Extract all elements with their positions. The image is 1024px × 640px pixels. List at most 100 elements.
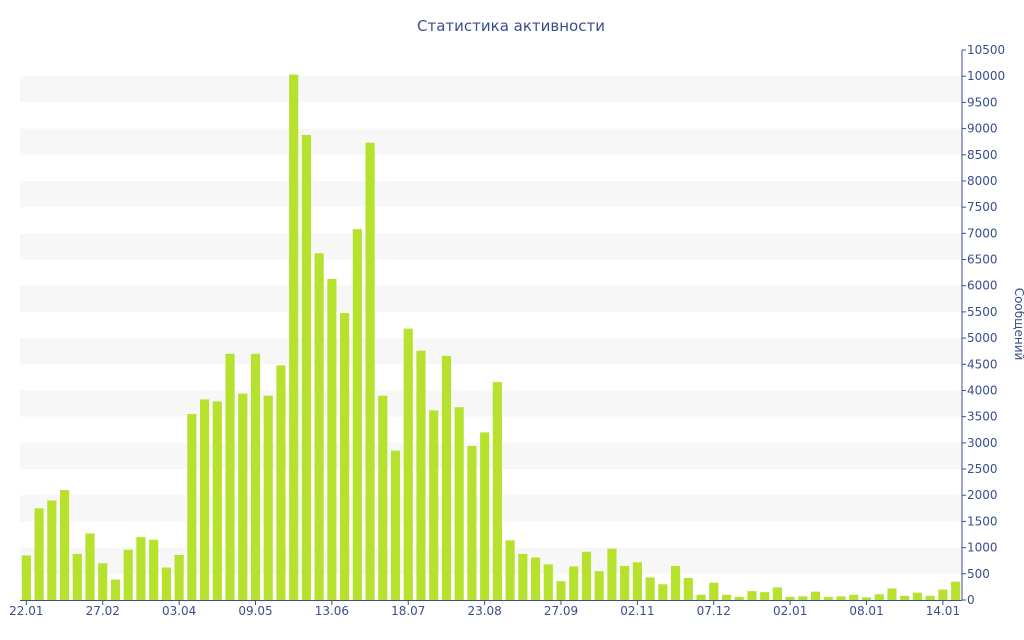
grid-band [20,547,962,574]
bar[interactable] [760,592,770,600]
bar[interactable] [887,588,897,600]
bar[interactable] [378,395,388,600]
bar[interactable] [530,557,541,600]
bar[interactable] [98,563,108,600]
bar[interactable] [390,450,401,600]
bar[interactable] [721,594,732,600]
grid-band [20,180,962,208]
grid-band [20,76,962,103]
bar[interactable] [696,594,706,600]
bar[interactable] [900,595,910,600]
bar[interactable] [823,596,833,600]
bar[interactable] [454,407,464,600]
bar[interactable] [607,548,617,600]
bar[interactable] [747,591,757,600]
bar[interactable] [187,414,197,600]
bar[interactable] [951,581,961,600]
bar[interactable] [429,410,439,600]
bar[interactable] [836,596,846,600]
bar[interactable] [556,581,566,600]
bar[interactable] [683,578,693,600]
bar[interactable] [352,229,362,600]
bar[interactable] [110,579,121,600]
x-tick-label: 14.01 [926,604,960,618]
chart-title: Статистика активности [417,17,605,35]
bar[interactable] [212,401,222,600]
bar[interactable] [492,382,502,600]
bar[interactable] [199,399,210,600]
bar[interactable] [416,350,426,600]
bar[interactable] [581,551,592,600]
bar[interactable] [123,549,133,600]
bar[interactable] [798,596,808,600]
x-tick-label: 02.01 [773,604,807,618]
bar[interactable] [785,596,795,600]
bar[interactable] [912,592,923,600]
bar[interactable] [467,446,477,600]
bar[interactable] [276,365,286,600]
bar[interactable] [161,567,171,600]
grid-band [20,495,962,522]
bar[interactable] [620,565,630,600]
bar[interactable] [645,577,655,600]
bar[interactable] [569,566,579,600]
bar[interactable] [289,74,299,601]
y-tick-label: 8500 [967,148,998,162]
y-tick-label: 2000 [967,488,998,502]
bar[interactable] [480,432,490,600]
bar[interactable] [861,597,872,600]
bar[interactable] [47,500,57,600]
x-tick-label: 27.09 [544,604,578,618]
bar[interactable] [543,564,553,600]
grid-band [20,285,962,312]
y-tick-label: 7000 [967,226,998,240]
bar[interactable] [772,587,783,600]
x-axis: 22.01 27.02 03.04 09.05 13.06 18.07 23.08 27.09… [9,600,962,618]
bar[interactable] [441,355,452,600]
bars-layer [21,74,961,601]
bar[interactable] [59,490,70,600]
bar[interactable] [594,571,604,600]
x-tick-label: 08.01 [849,604,883,618]
bar[interactable] [632,562,642,600]
x-tick-label: 13.06 [315,604,349,618]
bar[interactable] [874,594,884,600]
bar[interactable] [340,312,350,600]
bar[interactable] [72,553,82,600]
y-tick-label: 10500 [967,43,1005,57]
y-tick-label: 6500 [967,253,998,267]
bar[interactable] [21,555,31,600]
y-tick-label: 4000 [967,383,998,397]
bar[interactable] [658,584,668,600]
bar[interactable] [238,393,248,600]
y-tick-label: 1000 [967,541,998,555]
bar[interactable] [225,353,235,600]
bar[interactable] [327,278,337,600]
bar[interactable] [34,508,44,600]
bar[interactable] [250,353,261,600]
bar[interactable] [403,328,413,600]
bar[interactable] [149,539,159,600]
bar[interactable] [670,565,681,600]
y-tick-label: 1500 [967,514,998,528]
grid-band [20,390,962,417]
bar[interactable] [85,533,95,600]
bar[interactable] [925,595,935,600]
y-axis: 0 500 1000 1500 2000 2500 3000 3500 4000 4500 5000… [961,43,1005,607]
bar[interactable] [301,134,312,600]
y-tick-label: 8000 [967,174,998,188]
bar[interactable] [136,537,146,600]
bar[interactable] [365,142,375,600]
bar[interactable] [314,253,324,600]
bar[interactable] [174,554,184,600]
bar[interactable] [505,540,515,600]
y-tick-label: 9500 [967,95,998,109]
bar[interactable] [709,582,719,600]
bar[interactable] [734,596,744,600]
bar[interactable] [938,589,948,600]
bar[interactable] [811,591,821,600]
bar[interactable] [263,395,273,600]
bar[interactable] [849,594,859,600]
bar[interactable] [518,553,528,600]
